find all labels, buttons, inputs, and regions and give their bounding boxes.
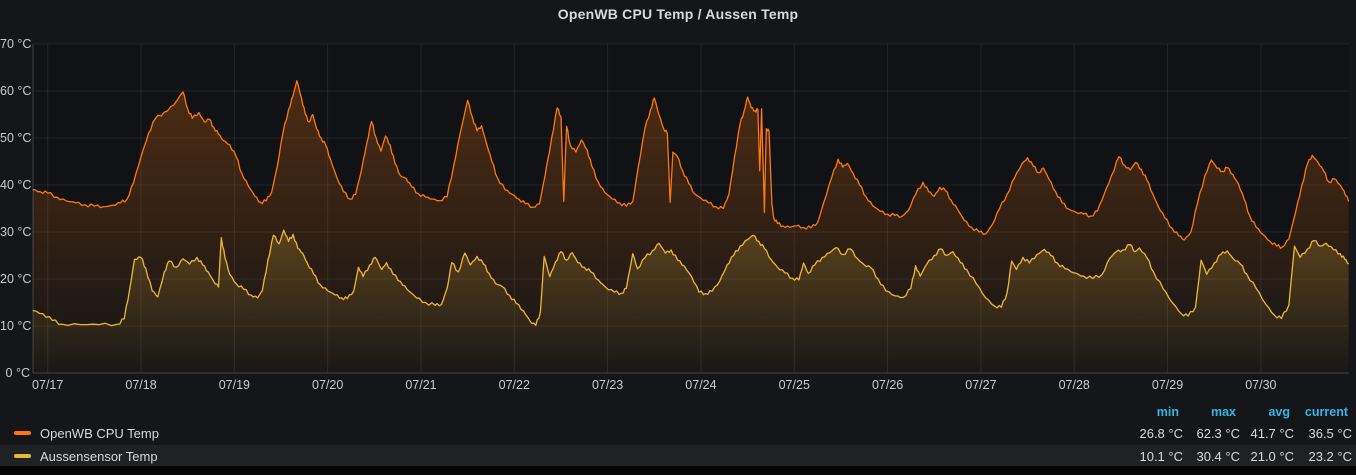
y-axis-label: 30 °C	[0, 225, 32, 239]
x-axis-label: 07/24	[685, 378, 717, 392]
x-axis-label: 07/25	[778, 378, 810, 392]
x-axis-label: 07/19	[218, 378, 250, 392]
legend-header-row: min max avg current	[0, 403, 1352, 420]
chart-plot-area[interactable]: 0 °C 10 °C 20 °C 30 °C 40 °C 50 °C 60 °C 70 °C 0…	[0, 0, 1356, 400]
chart-canvas[interactable]	[0, 0, 1356, 400]
stat-value-current: 36.5 °C	[1308, 425, 1352, 441]
x-axis-label: 07/26	[871, 378, 904, 392]
x-axis-label: 07/20	[312, 378, 344, 392]
series-area-aussen	[32, 230, 1349, 373]
stat-value-current: 23.2 °C	[1308, 448, 1352, 464]
legend-column-header-max[interactable]: max	[1210, 404, 1236, 419]
stat-value-min: 26.8 °C	[1139, 425, 1183, 441]
stat-value-min: 10.1 °C	[1139, 448, 1183, 464]
stat-value-max: 62.3 °C	[1196, 425, 1240, 441]
y-axis-label: 70 °C	[0, 37, 32, 51]
x-axis-label: 07/29	[1151, 378, 1184, 392]
x-axis-label: 07/22	[498, 378, 530, 392]
stat-value-max: 30.4 °C	[1196, 448, 1240, 464]
series-name[interactable]: Aussensensor Temp	[40, 448, 158, 464]
x-axis-label: 07/28	[1058, 378, 1090, 392]
y-axis-label: 50 °C	[0, 131, 32, 145]
legend-table: min max avg current OpenWB CPU Temp 26.8 °C 6…	[0, 400, 1356, 475]
series-line-cpu[interactable]	[32, 80, 1350, 249]
series-name[interactable]: OpenWB CPU Temp	[40, 425, 159, 441]
series-color-swatch[interactable]	[14, 454, 31, 458]
x-axis-label: 07/21	[405, 378, 437, 392]
y-axis-label: 20 °C	[0, 272, 32, 286]
y-axis-label: 10 °C	[0, 319, 32, 333]
stat-value-avg: 21.0 °C	[1250, 448, 1294, 464]
y-axis-label: 40 °C	[0, 178, 32, 192]
legend-column-header-avg[interactable]: avg	[1268, 404, 1290, 419]
x-axis-label: 07/30	[1245, 378, 1277, 392]
legend-column-header-min[interactable]: min	[1156, 404, 1179, 419]
y-axis-label: 0 °C	[5, 366, 30, 380]
legend-row: Aussensensor Temp 10.1 °C 30.4 °C 21.0 °C 23…	[0, 445, 1356, 467]
legend-row: OpenWB CPU Temp 26.8 °C 62.3 °C 41.7 °C 36.5…	[0, 422, 1356, 444]
panel-bottom-strip	[0, 466, 1356, 475]
series-line-aussen[interactable]	[32, 229, 1350, 327]
stat-value-avg: 41.7 °C	[1250, 425, 1294, 441]
legend-column-header-current[interactable]: current	[1304, 404, 1348, 419]
x-axis-label: 07/23	[591, 378, 624, 392]
y-axis-label: 60 °C	[0, 84, 32, 98]
panel-header[interactable]: OpenWB CPU Temp / Aussen Temp	[0, 0, 1356, 28]
x-axis-label: 07/27	[965, 378, 997, 392]
panel-title[interactable]: OpenWB CPU Temp / Aussen Temp	[557, 6, 799, 22]
series-color-swatch[interactable]	[14, 431, 31, 435]
x-axis-label: 07/17	[32, 378, 64, 392]
x-axis-label: 07/18	[125, 378, 157, 392]
